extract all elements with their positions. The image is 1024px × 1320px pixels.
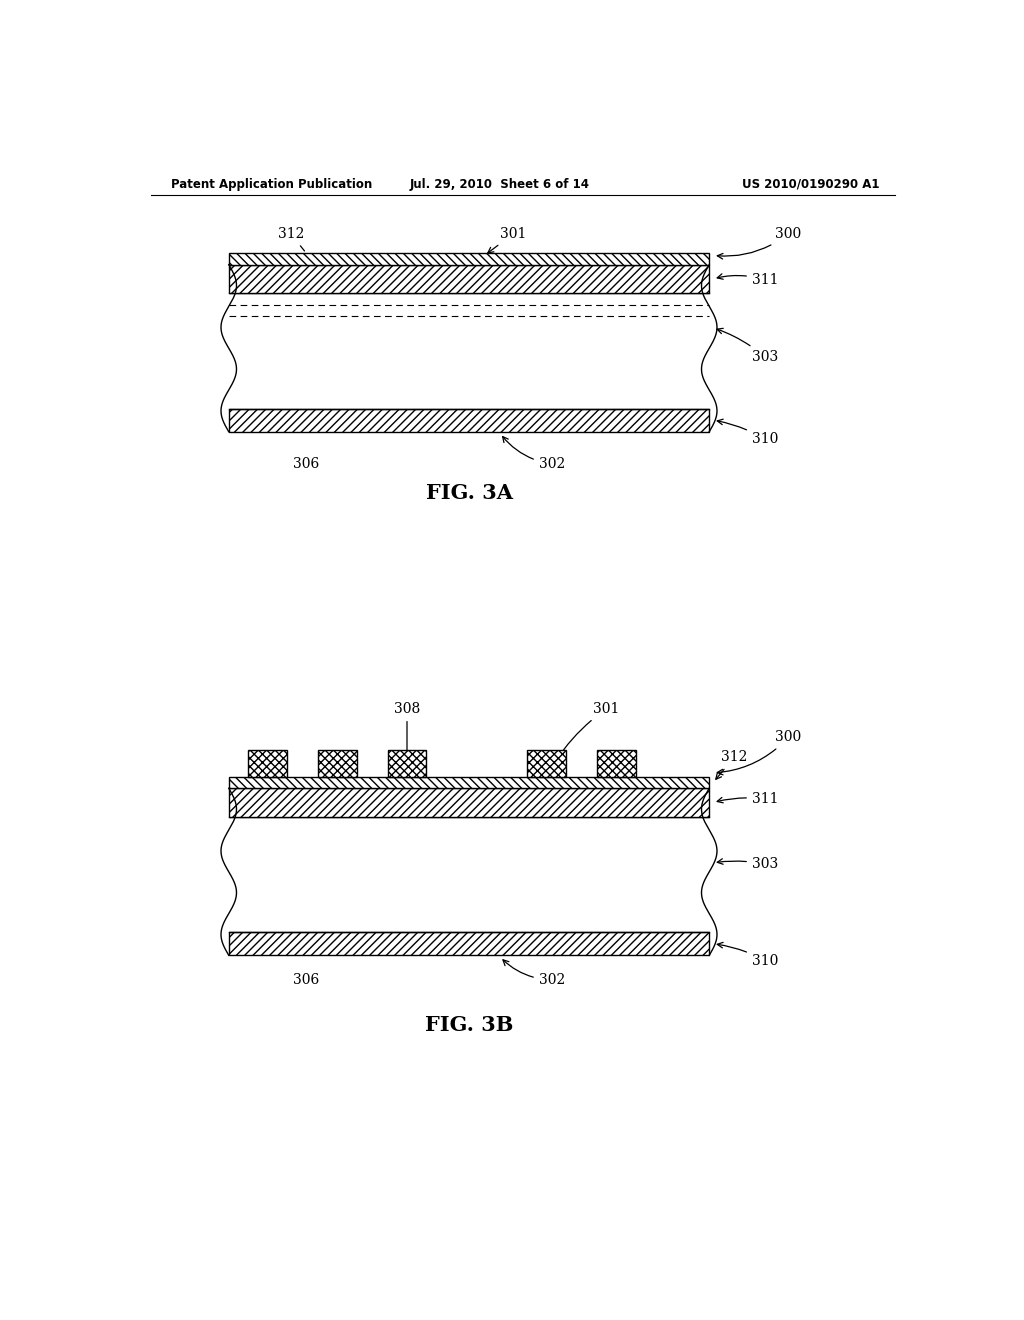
Text: 301: 301 bbox=[556, 702, 620, 760]
Bar bbox=[388, 750, 426, 776]
Text: 300: 300 bbox=[717, 227, 802, 259]
Text: 302: 302 bbox=[503, 437, 565, 471]
Bar bbox=[317, 750, 356, 776]
Bar bbox=[228, 817, 710, 932]
Text: FIG. 3B: FIG. 3B bbox=[425, 1015, 513, 1035]
Text: 303: 303 bbox=[717, 329, 778, 364]
Text: 310: 310 bbox=[717, 942, 778, 968]
Bar bbox=[597, 750, 636, 776]
Text: Jul. 29, 2010  Sheet 6 of 14: Jul. 29, 2010 Sheet 6 of 14 bbox=[410, 178, 590, 190]
Text: 300: 300 bbox=[717, 730, 802, 775]
Text: 303: 303 bbox=[717, 858, 778, 871]
Text: 310: 310 bbox=[717, 420, 778, 446]
Text: 302: 302 bbox=[503, 960, 565, 987]
Bar bbox=[228, 265, 710, 293]
Text: 312: 312 bbox=[278, 227, 304, 251]
Bar bbox=[228, 409, 710, 432]
Text: Patent Application Publication: Patent Application Publication bbox=[171, 178, 372, 190]
Text: 312: 312 bbox=[716, 751, 748, 779]
Bar bbox=[228, 932, 710, 956]
Bar bbox=[228, 776, 710, 788]
Text: 308: 308 bbox=[394, 702, 420, 760]
Text: US 2010/0190290 A1: US 2010/0190290 A1 bbox=[742, 178, 880, 190]
Bar bbox=[527, 750, 566, 776]
Bar bbox=[228, 788, 710, 817]
Text: FIG. 3A: FIG. 3A bbox=[426, 483, 512, 503]
Text: 311: 311 bbox=[717, 273, 778, 286]
Text: 301: 301 bbox=[487, 227, 526, 253]
Bar bbox=[248, 750, 287, 776]
Text: 306: 306 bbox=[293, 973, 319, 987]
Text: 306: 306 bbox=[293, 457, 319, 471]
Bar bbox=[228, 293, 710, 409]
Bar bbox=[228, 253, 710, 264]
Text: 311: 311 bbox=[717, 792, 778, 807]
